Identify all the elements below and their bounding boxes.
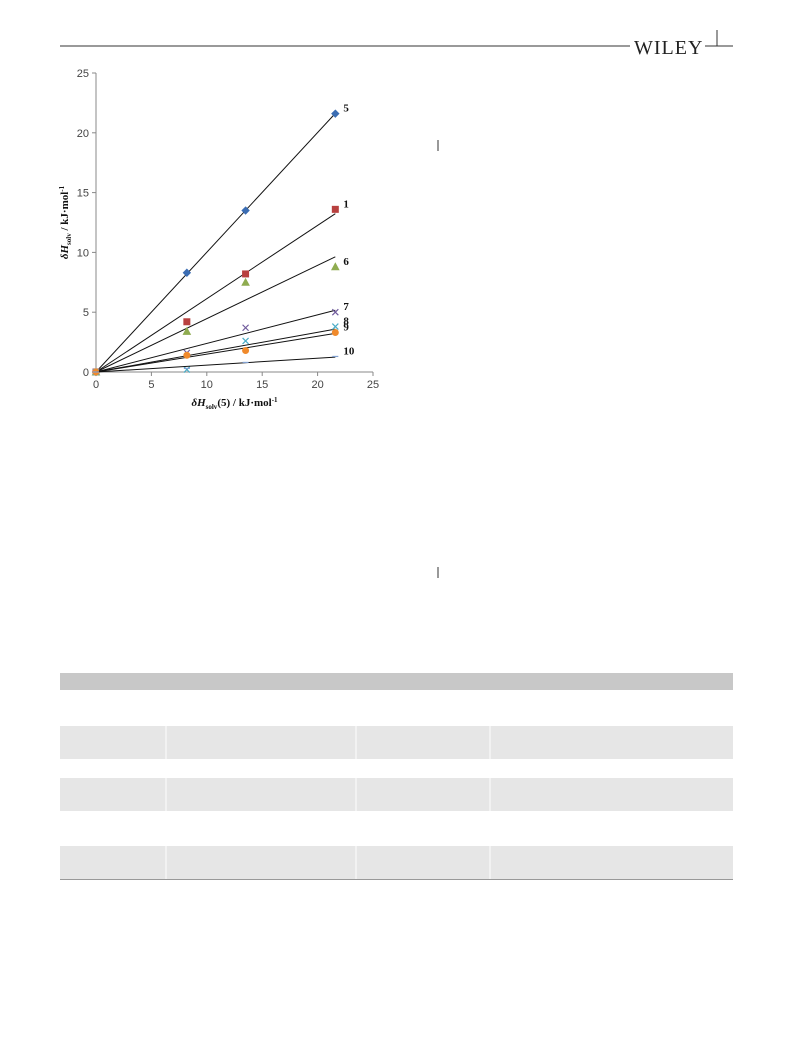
point: [331, 329, 339, 337]
trendline: [95, 256, 336, 373]
point: [330, 262, 340, 271]
point: [241, 206, 250, 215]
label-sub: solv: [65, 233, 73, 245]
series-label: 9: [343, 322, 349, 334]
series-label: 1: [343, 198, 349, 210]
point: [241, 277, 250, 286]
series-label: 6: [343, 256, 349, 268]
trendline: [95, 356, 336, 373]
y-tick-label: 5: [83, 307, 89, 319]
table-row: [60, 778, 733, 811]
table-header: [60, 673, 733, 690]
brand: WILEY: [634, 37, 703, 59]
label-unit: (5) / kJ·mol: [217, 397, 271, 409]
series-label: 7: [343, 301, 349, 313]
point: [242, 324, 250, 332]
label-main: δH: [191, 397, 206, 409]
trendline: [95, 213, 336, 373]
series-label: 5: [343, 103, 349, 115]
point: [331, 205, 339, 213]
x-tick-label: 15: [256, 379, 268, 391]
axis-label: δHsolv / kJ·mol-1: [58, 185, 73, 259]
label-sup: -1: [272, 396, 278, 404]
point: [183, 318, 191, 326]
table-row: [60, 846, 733, 879]
point: [242, 270, 250, 278]
trendline: [95, 332, 336, 373]
label-main: δH: [59, 245, 71, 260]
trendline: [95, 328, 336, 373]
y-tick-label: 0: [83, 367, 89, 379]
table-row: [60, 726, 733, 759]
x-tick-label: 10: [201, 379, 213, 391]
axis-label: δHsolv(5) / kJ·mol-1: [191, 396, 278, 411]
y-tick-label: 20: [77, 128, 89, 140]
point: [242, 337, 250, 345]
trendline: [95, 309, 336, 373]
x-tick-label: 0: [93, 379, 99, 391]
table: [60, 673, 733, 880]
point: [331, 109, 340, 118]
y-tick-label: 10: [77, 247, 89, 259]
x-tick-label: 25: [367, 379, 379, 391]
label-sub: solv: [206, 403, 218, 411]
series-label: 10: [343, 345, 355, 357]
y-tick-label: 25: [77, 68, 89, 80]
y-tick-label: 15: [77, 188, 89, 200]
point: [331, 323, 339, 330]
point: [331, 308, 339, 316]
x-tick-label: 5: [148, 379, 154, 391]
point: [182, 268, 192, 277]
trendline: [95, 113, 336, 373]
x-tick-label: 20: [311, 379, 323, 391]
label-unit: / kJ·mol: [59, 192, 71, 234]
point: [183, 351, 191, 359]
point: [182, 326, 192, 335]
label-sup: -1: [58, 185, 66, 191]
point: [183, 366, 191, 374]
series-label: 8: [343, 316, 349, 328]
point: [242, 346, 250, 354]
